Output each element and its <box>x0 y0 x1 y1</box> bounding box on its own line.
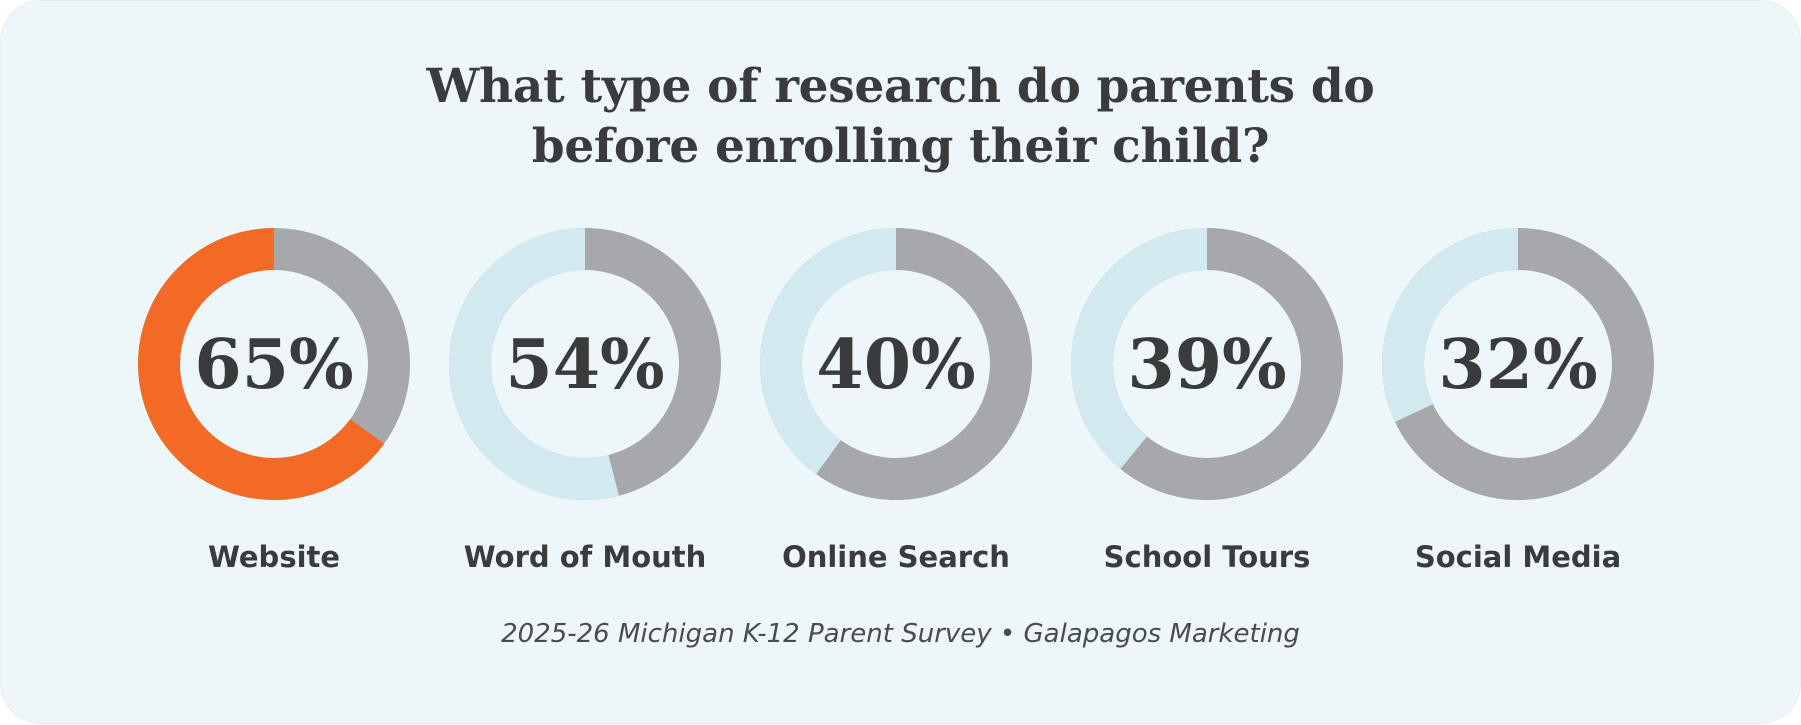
donut-2: 54% Word of Mouth <box>449 228 721 574</box>
value-label-5: 32% <box>1438 325 1597 405</box>
donut-value-arc-4 <box>1071 228 1343 500</box>
donut-value-arc-1 <box>138 228 410 500</box>
donut-value-arc-3 <box>760 228 1032 500</box>
donut-3: 40% Online Search <box>760 228 1032 574</box>
donut-4: 39% School Tours <box>1071 228 1343 574</box>
chart-title-line-2: before enrolling their child? <box>531 119 1270 174</box>
source-note: 2025-26 Michigan K-12 Parent Survey • Ga… <box>501 619 1300 649</box>
donut-5: 32% Social Media <box>1382 228 1654 574</box>
category-label-2: Word of Mouth <box>464 540 707 574</box>
category-label-3: Online Search <box>782 540 1010 574</box>
value-label-2: 54% <box>505 325 664 405</box>
value-label-1: 65% <box>194 325 353 405</box>
category-label-5: Social Media <box>1415 540 1621 574</box>
donut-value-arc-5 <box>1382 228 1654 500</box>
category-label-4: School Tours <box>1104 540 1311 574</box>
value-label-4: 39% <box>1127 325 1286 405</box>
value-label-3: 40% <box>816 325 975 405</box>
donut-1: 65% Website <box>138 228 410 574</box>
chart-title-line-1: What type of research do parents do <box>426 59 1375 114</box>
chart-title: What type of research do parents do befo… <box>1 57 1800 177</box>
donut-value-arc-2 <box>449 228 721 500</box>
category-label-1: Website <box>208 540 340 574</box>
